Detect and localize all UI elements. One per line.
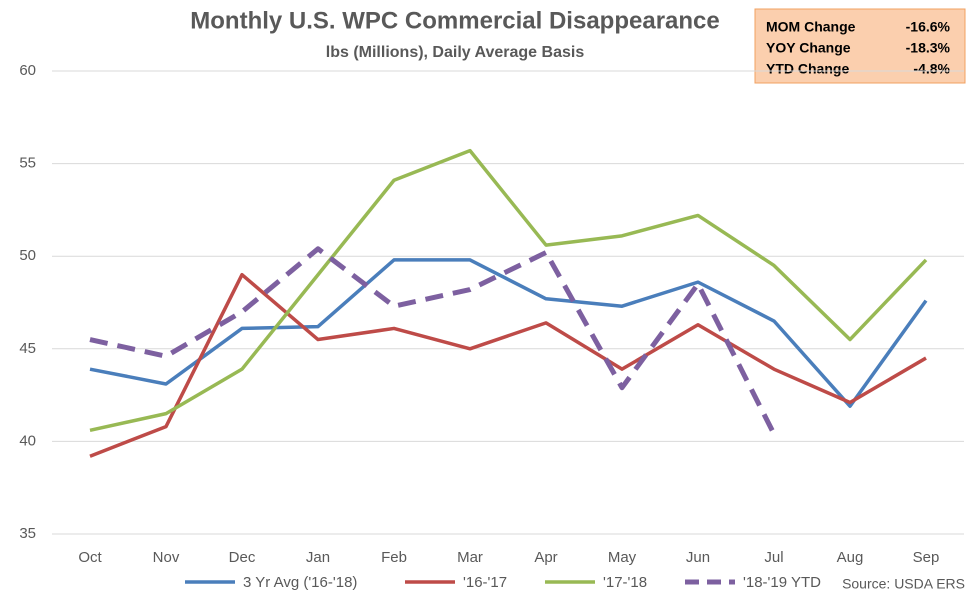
series-line [89,246,777,436]
legend-label: '18-'19 YTD [743,574,821,591]
series-line [89,272,927,458]
y-tick-label: 55 [19,155,36,172]
x-tick-label: Nov [153,549,180,566]
info-label: MOM Change [766,19,856,35]
y-tick-label: 45 [19,340,36,357]
info-value: -4.8% [913,61,950,77]
x-tick-label: Apr [534,549,557,566]
chart-title: Monthly U.S. WPC Commercial Disappearanc… [190,7,719,34]
series-line [89,258,928,408]
x-tick-label: May [608,549,637,566]
info-value: -16.6% [906,19,951,35]
y-tick-label: 35 [19,525,36,542]
info-label: YTD Change [766,61,849,77]
x-tick-label: Dec [229,549,256,566]
info-label: YOY Change [766,40,851,56]
x-tick-label: Mar [457,549,483,566]
legend-label: '16-'17 [463,574,507,591]
x-tick-label: Aug [837,549,864,566]
y-tick-label: 50 [19,247,36,264]
legend-label: '17-'18 [603,574,647,591]
x-tick-label: Jun [686,549,710,566]
source: Source: USDA ERS [842,576,965,592]
x-tick-label: Jan [306,549,330,566]
chart-subtitle: lbs (Millions), Daily Average Basis [326,44,585,61]
x-tick-label: Jul [764,549,783,566]
series-line [89,148,928,432]
y-tick-label: 40 [19,432,36,449]
y-tick-label: 60 [19,62,36,79]
info-box: MOM Change -16.6% YOY Change -18.3% YTD Chan… [754,8,966,84]
x-tick-label: Sep [913,549,940,566]
x-tick-label: Oct [78,549,102,566]
legend-label: 3 Yr Avg ('16-'18) [243,574,357,591]
info-value: -18.3% [906,40,951,56]
x-tick-label: Feb [381,549,407,566]
